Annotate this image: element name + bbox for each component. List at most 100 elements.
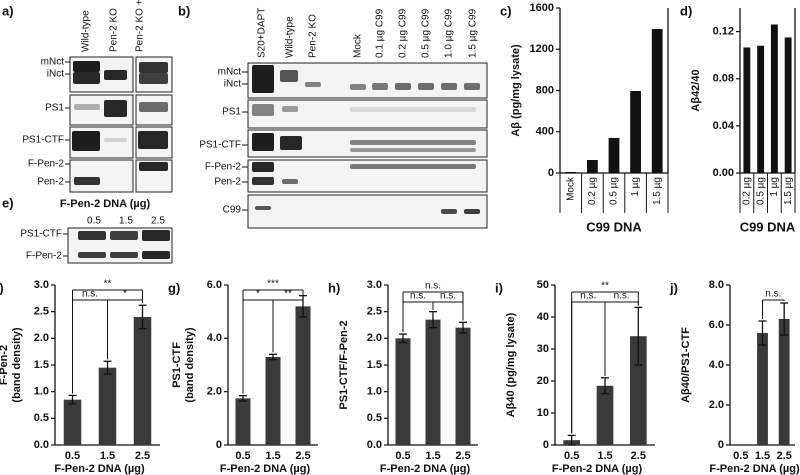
lane-label: Pen-2 KO [308, 14, 319, 58]
row-label: PS1-CTF [199, 140, 241, 151]
panel-label: e) [2, 195, 14, 210]
x-tick-label: 1.5 µg [652, 177, 663, 205]
panel-label: g) [168, 280, 180, 295]
x-tick-label: Mock [565, 176, 576, 201]
y-tick-label: 0 [216, 439, 222, 451]
significance-label: n.s. [440, 291, 456, 302]
y-axis-label: Aβ42/40 [690, 69, 702, 111]
blot-band [282, 106, 298, 112]
blot-box [69, 159, 134, 193]
lane-label: Wild-type [81, 10, 92, 52]
bar [98, 367, 117, 445]
y-axis-label: (band density) [11, 327, 23, 403]
bar [565, 171, 577, 173]
blot-band [139, 73, 168, 84]
lane-label: 1.0 µg C99 [444, 8, 455, 58]
significance-label: n.s. [614, 291, 630, 302]
blot-band [252, 133, 274, 151]
y-tick-label: 800 [536, 84, 554, 96]
significance-bracket [402, 291, 464, 333]
bar [265, 357, 281, 445]
y-tick-label: 3.0 [367, 279, 382, 291]
y-tick-label: 0.0 [367, 439, 382, 451]
y-tick-label: 2.0 [709, 399, 724, 411]
significance-bracket [72, 289, 143, 394]
x-tick-label: 1.5 [597, 450, 612, 462]
y-tick-label: 0.12 [713, 25, 734, 37]
y-tick-label: 10 [537, 407, 549, 419]
blot-band [395, 83, 411, 90]
y-tick-label: 0.0 [34, 439, 49, 451]
row-label: iNct [224, 79, 241, 90]
blot-band [142, 251, 170, 259]
x-axis-label: F-Pen-2 DNA (µg) [380, 463, 471, 475]
y-tick-label: 2.5 [34, 306, 49, 318]
bar [743, 47, 751, 173]
significance-label: * [123, 289, 127, 300]
row-label: iNct [47, 69, 64, 80]
bar [235, 398, 251, 445]
panel-label: h) [328, 280, 340, 295]
y-tick-label: 20 [537, 375, 549, 387]
significance-bracket [272, 293, 304, 353]
error-bar [103, 360, 112, 375]
significance-label: ** [104, 279, 112, 290]
significance-label: n.s. [765, 289, 781, 300]
lane-label: 2.5 [151, 216, 165, 227]
y-axis-label: Aβ (pg/mg lysate) [510, 44, 522, 137]
y-tick-label: 400 [536, 126, 554, 138]
y-axis-label: PS1-CTF/F-Pen-2 [338, 320, 350, 409]
y-tick-label: 0.00 [713, 167, 734, 179]
error-bar [138, 304, 147, 330]
blot-band [350, 84, 366, 90]
error-bar [601, 377, 609, 395]
row-label: F-Pen-2 [26, 251, 63, 262]
x-tick-label: 0.5 [733, 450, 748, 462]
bar [587, 160, 598, 173]
blot-band [418, 83, 434, 90]
blot-band [104, 70, 127, 80]
bar [455, 327, 471, 445]
bar [757, 45, 765, 173]
blot-band [104, 138, 127, 142]
blot-band [78, 231, 106, 240]
bar [630, 91, 641, 173]
blot-band [252, 104, 274, 116]
lane-label: 0.5 µg C99 [421, 8, 432, 58]
bar [425, 319, 441, 445]
lane-label: S20+DAPT [257, 8, 268, 58]
significance-bracket [762, 299, 785, 319]
lane-label: 1.5 [119, 216, 133, 227]
lane-label: 1.5 µg C99 [468, 8, 479, 58]
blot-title: F-Pen-2 DNA (µg) [60, 198, 151, 210]
y-tick-label: 1.0 [34, 386, 49, 398]
blot-band [142, 230, 170, 241]
x-tick-label: 2.5 [135, 450, 150, 462]
significance-label: ** [601, 281, 609, 292]
row-label: mNct [41, 57, 65, 68]
error-bar [429, 311, 437, 329]
blot-band [350, 164, 476, 169]
blot-band [252, 177, 274, 185]
x-tick-label: 1.5 [425, 450, 440, 462]
y-tick-label: 2.5 [367, 306, 382, 318]
lane-label: Wild-type [285, 16, 296, 58]
y-tick-label: 0.5 [34, 412, 49, 424]
row-label: Pen-2 [37, 177, 64, 188]
x-axis-label: F-Pen-2 DNA (µg) [220, 463, 311, 475]
row-label: mNct [218, 67, 242, 78]
y-tick-label: 2.0 [207, 386, 222, 398]
x-tick-label: 2.5 [455, 450, 470, 462]
blot-band [252, 162, 274, 172]
lane-label: 0.5 [87, 216, 101, 227]
error-bar [459, 321, 467, 334]
blot-box [247, 99, 488, 129]
blot-band [104, 100, 127, 117]
error-bar [567, 434, 576, 446]
error-bar [239, 395, 247, 402]
x-tick-label: 1 µg [630, 177, 641, 197]
y-tick-label: 0.5 [367, 412, 382, 424]
error-bar [634, 306, 643, 366]
blot-band [372, 83, 388, 90]
